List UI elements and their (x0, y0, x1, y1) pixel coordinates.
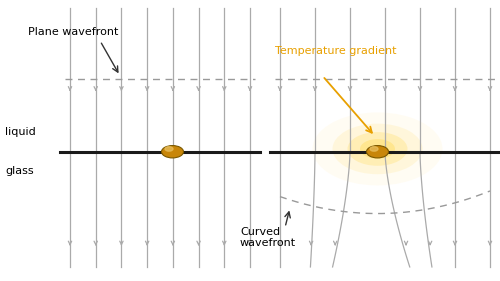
Circle shape (370, 147, 378, 151)
Circle shape (348, 132, 408, 166)
Text: Plane wavefront: Plane wavefront (28, 27, 118, 37)
Text: glass: glass (5, 166, 34, 176)
Circle shape (360, 139, 395, 159)
Circle shape (165, 147, 173, 151)
Text: Temperature gradient: Temperature gradient (275, 46, 396, 56)
Text: liquid: liquid (5, 127, 36, 137)
Circle shape (312, 112, 442, 185)
Circle shape (366, 146, 388, 158)
Text: Curved
wavefront: Curved wavefront (240, 227, 296, 248)
Circle shape (332, 124, 422, 174)
Circle shape (162, 146, 184, 158)
